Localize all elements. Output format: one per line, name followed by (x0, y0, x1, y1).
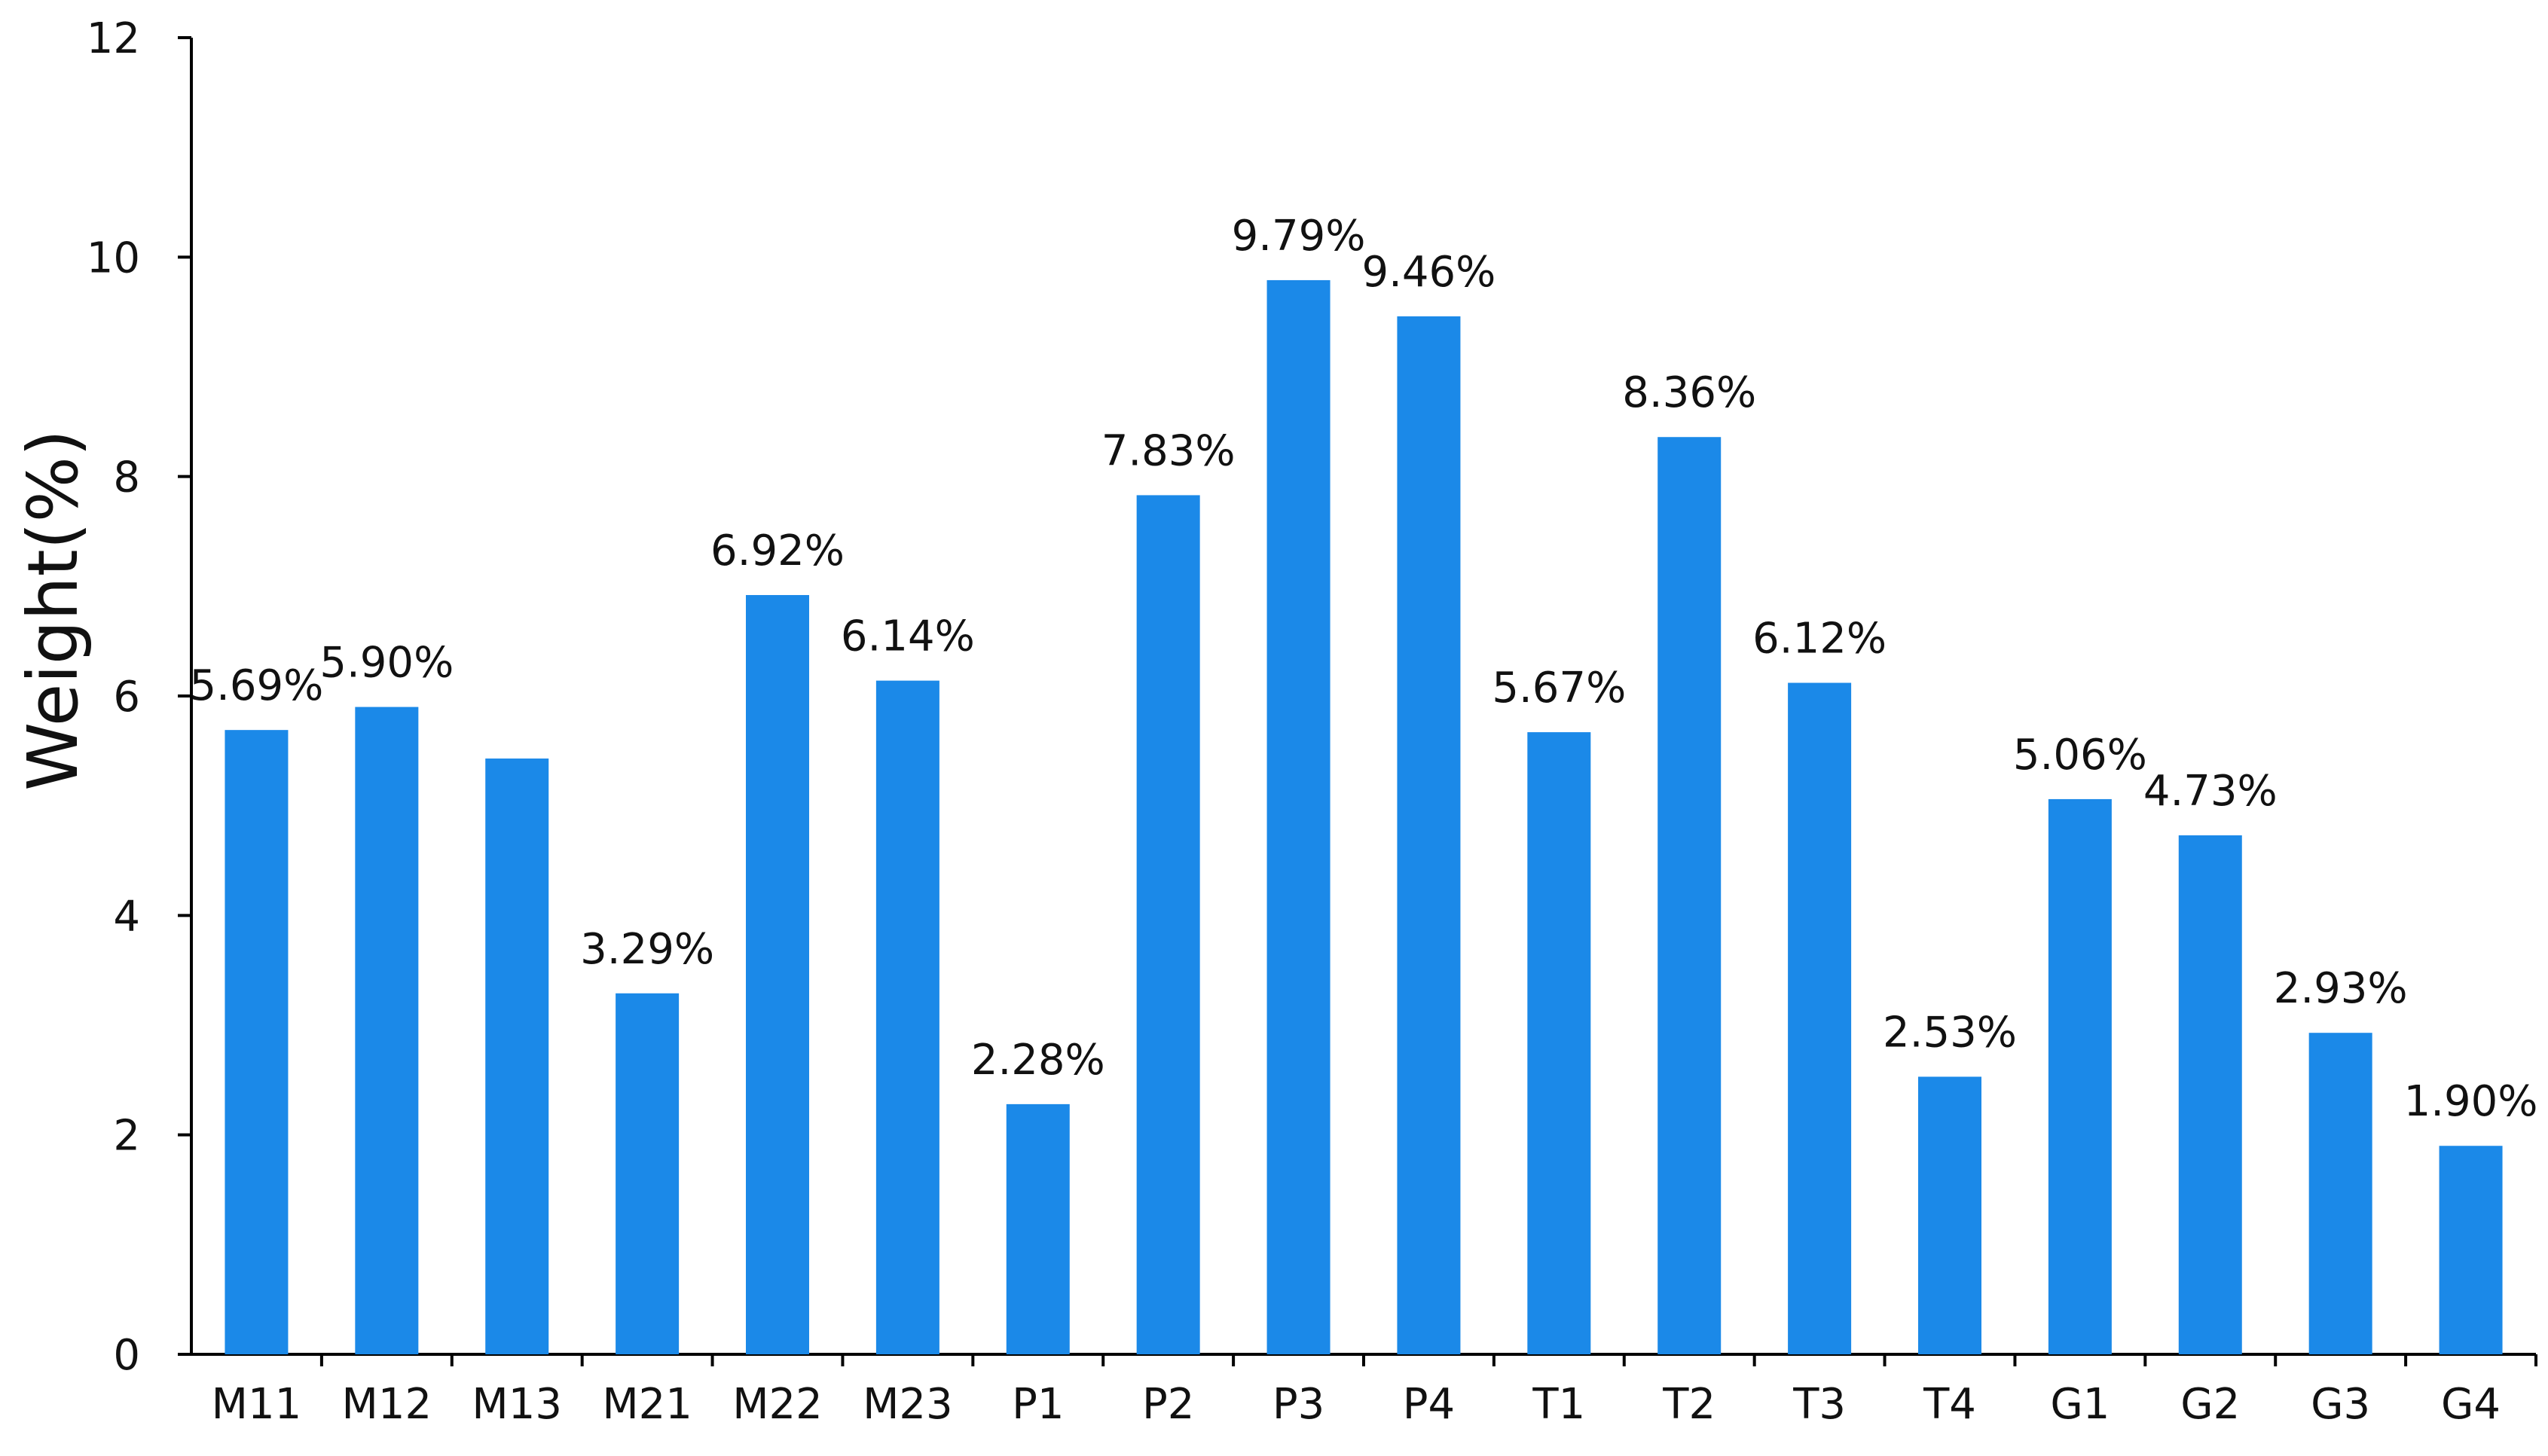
data-label-p2: 7.83% (1101, 426, 1236, 475)
data-label-t3: 6.12% (1752, 615, 1887, 664)
bar-p4 (1397, 316, 1461, 1354)
data-label-g3: 2.93% (2274, 964, 2408, 1013)
data-labels: 5.69%5.90% 3.29% 6.92% 6.14% 2.28% 7.83% 9.79%… (189, 212, 2537, 1126)
y-tick-label: 2 (113, 1112, 140, 1161)
bar-g3 (2308, 1033, 2372, 1354)
x-category-label: M22 (732, 1380, 823, 1429)
data-label-t2: 8.36% (1622, 368, 1756, 417)
bar-m22 (746, 594, 809, 1354)
bar-t3 (1788, 682, 1852, 1354)
bar-t4 (1918, 1076, 1981, 1354)
x-category-label: P2 (1142, 1380, 1194, 1429)
bar-m21 (616, 993, 680, 1354)
bar-m12 (355, 707, 419, 1354)
data-label-p4: 9.46% (1361, 248, 1495, 297)
data-label-m12: 5.90% (319, 639, 454, 688)
data-label-m22: 6.92% (710, 527, 845, 575)
bar-g2 (2178, 835, 2242, 1354)
bar-m11 (225, 730, 289, 1354)
y-tick-label: 0 (113, 1331, 140, 1380)
x-category-label: G4 (2441, 1380, 2501, 1429)
y-tick-label: 8 (113, 453, 140, 502)
x-category-label: G3 (2311, 1380, 2370, 1429)
data-label-m21: 3.29% (580, 925, 714, 974)
data-label-t4: 2.53% (1883, 1008, 2017, 1057)
x-category-label: T4 (1923, 1380, 1976, 1429)
data-label-g2: 4.73% (2143, 767, 2278, 816)
bar-g4 (2439, 1146, 2503, 1354)
y-tick-label: 10 (87, 234, 140, 282)
bar-p3 (1266, 279, 1331, 1354)
x-category-label: M12 (342, 1380, 432, 1429)
bar-t1 (1527, 732, 1591, 1354)
x-category-label: M11 (212, 1380, 302, 1429)
x-category-label: P4 (1403, 1380, 1455, 1429)
bar-p2 (1136, 495, 1200, 1355)
bar-m13 (485, 759, 549, 1354)
bar-g1 (2048, 798, 2112, 1354)
x-category-label: P3 (1272, 1380, 1324, 1429)
bar-p1 (1006, 1103, 1070, 1354)
y-tick-label: 12 (87, 14, 140, 63)
x-category-label: M21 (602, 1380, 692, 1429)
data-label-g1: 5.06% (2013, 731, 2147, 780)
x-category-label: T3 (1792, 1380, 1846, 1429)
x-category-label: T2 (1662, 1380, 1715, 1429)
y-tick-label: 4 (113, 892, 140, 941)
bars (225, 279, 2503, 1355)
x-category-label: G1 (2050, 1380, 2110, 1429)
bar-t2 (1657, 437, 1722, 1354)
bar-m23 (875, 680, 939, 1354)
data-label-p3: 9.79% (1232, 212, 1366, 261)
data-label-t1: 5.67% (1492, 664, 1626, 713)
y-axis-title: Weight(%) (13, 429, 93, 791)
x-category-label: M23 (863, 1380, 953, 1429)
y-tick-label: 6 (113, 673, 140, 722)
x-category-label: M13 (472, 1380, 562, 1429)
data-label-m23: 6.14% (841, 612, 975, 661)
x-category-label: P1 (1012, 1380, 1064, 1429)
axes: 0 2 4 6 8 10 12 M11 M12 M13 M21 M22 M23 P1 P2 P3 P4 T1 T2 T… (87, 14, 2537, 1429)
data-label-g4: 1.90% (2404, 1077, 2538, 1126)
data-label-m11: 5.69% (189, 661, 323, 710)
x-category-label: G2 (2180, 1380, 2240, 1429)
data-label-p1: 2.28% (971, 1036, 1105, 1085)
x-category-label: T1 (1532, 1380, 1585, 1429)
